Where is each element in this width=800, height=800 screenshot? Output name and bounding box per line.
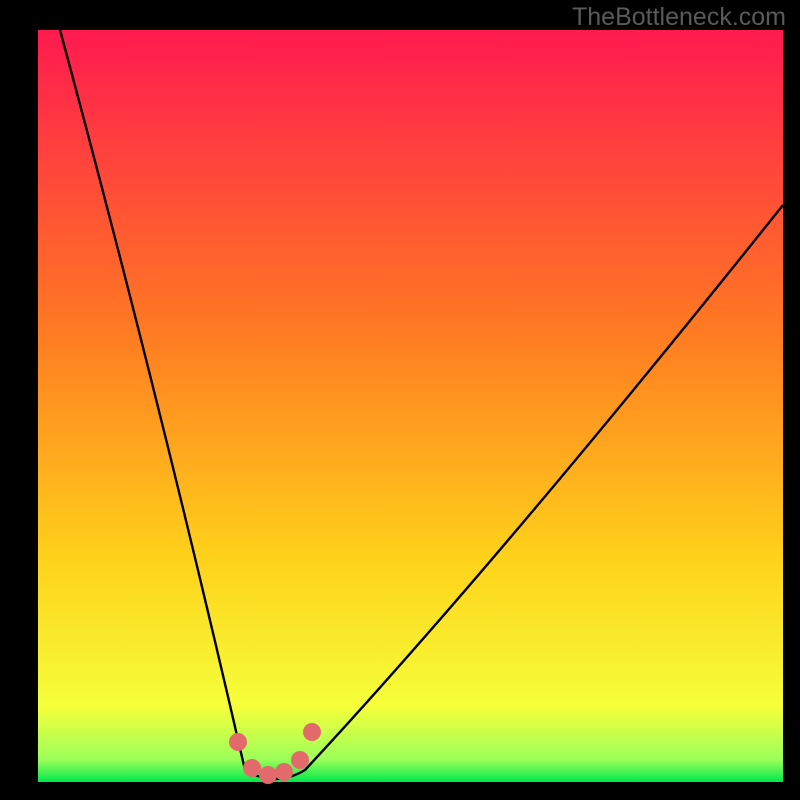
trough-marker	[275, 763, 293, 781]
chart-frame: TheBottleneck.com	[0, 0, 800, 800]
trough-marker	[243, 759, 261, 777]
trough-marker	[303, 723, 321, 741]
trough-marker	[291, 751, 309, 769]
trough-marker	[229, 733, 247, 751]
trough-markers	[229, 723, 321, 784]
v-curve	[0, 0, 800, 800]
trough-marker	[259, 766, 277, 784]
curve-path	[60, 30, 783, 779]
